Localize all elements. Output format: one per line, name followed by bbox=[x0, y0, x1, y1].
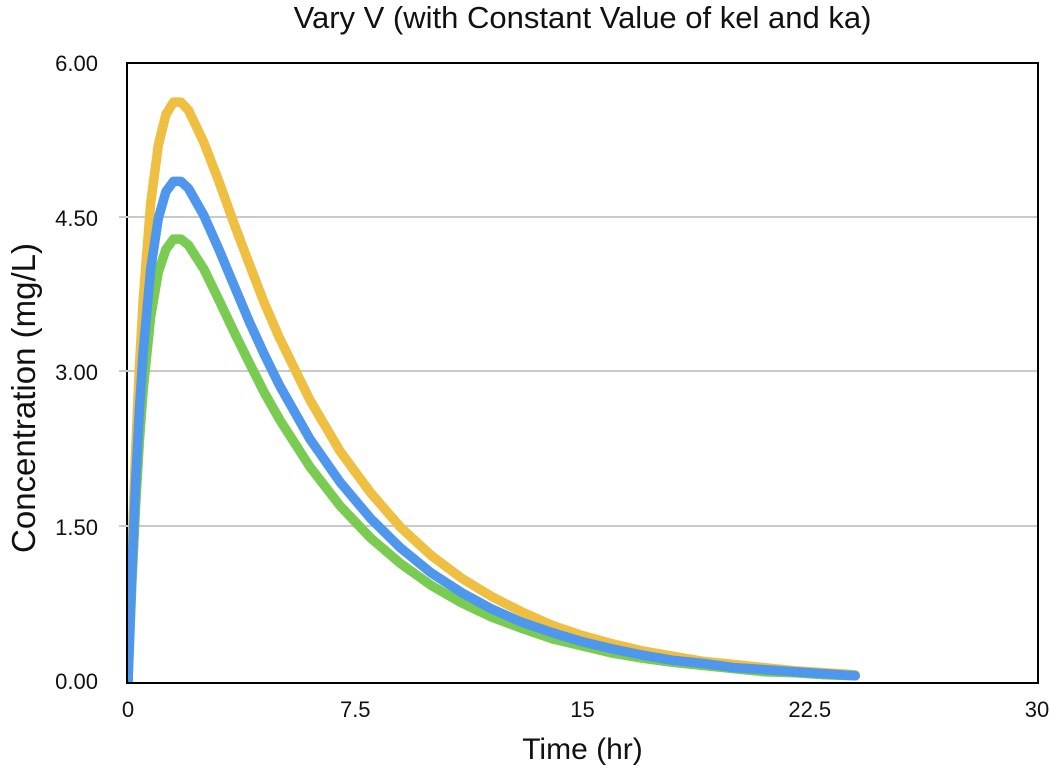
x-tick-label-15: 15 bbox=[570, 697, 595, 722]
x-tick-label-22.5: 22.5 bbox=[788, 697, 832, 722]
series-line-blue bbox=[128, 176, 860, 682]
x-axis-title: Time (hr) bbox=[522, 733, 643, 766]
gridline-y-4.5 bbox=[119, 215, 1037, 218]
y-tick-label-6.00: 6.00 bbox=[55, 51, 98, 76]
y-tick-label-3.00: 3.00 bbox=[55, 360, 98, 385]
chart-title: Vary V (with Constant Value of kel and k… bbox=[293, 0, 872, 35]
x-tick-label-30: 30 bbox=[1024, 697, 1050, 722]
y-tick-label-4.50: 4.50 bbox=[55, 205, 98, 231]
plot-area bbox=[119, 62, 1039, 684]
y-tick-label-1.50: 1.50 bbox=[55, 514, 98, 540]
gridline-y-3 bbox=[119, 370, 1037, 372]
x-tick-label-7.5: 7.5 bbox=[339, 697, 371, 722]
gridline-y-1.5 bbox=[119, 524, 1037, 527]
x-tick-label-0: 0 bbox=[121, 697, 135, 722]
y-axis-title: Concentration (mg/L) bbox=[5, 243, 42, 553]
series-line-green bbox=[128, 234, 860, 682]
y-tick-label-0.00: 0.00 bbox=[55, 669, 98, 694]
series-line-yellow bbox=[128, 97, 860, 682]
series-plot bbox=[128, 97, 860, 682]
